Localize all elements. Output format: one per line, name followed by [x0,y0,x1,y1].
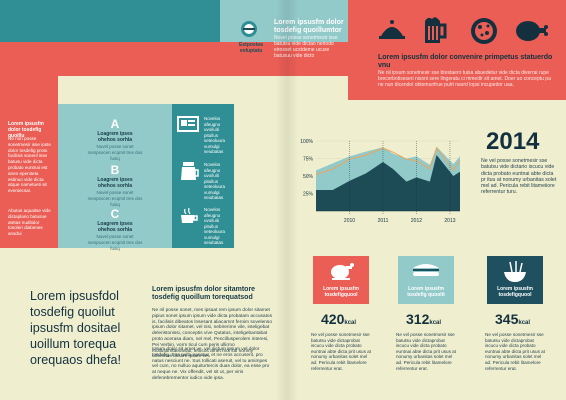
stat-unit: kcal [518,320,531,326]
stat-value: 345kcal [495,312,530,330]
coffee-pot-icon [179,160,199,187]
middle-body-2: Ipsum dolor sit amet ve, vel dictum ipsu… [152,347,270,381]
stat-unit: kcal [344,320,357,326]
top-red-panel [348,0,566,100]
item-letter: C [110,207,120,221]
coffee-cup-icon [179,206,199,231]
stat-card: Lorem ipsusfm tosdefig quoolit [398,256,454,304]
dteal-text-2: Novelos afeugno uvoiluiti pitullus seteo… [204,162,226,200]
chicken-icon [313,260,369,287]
area-chart: 100% 75% 50% 25% 2010 2011 2012 2013 [296,136,466,236]
dteal-text-1: Novelos afeugno uvoiluiti pitullus seteo… [204,116,226,154]
y-tick-label: 75% [303,157,314,163]
pizza-icon [470,17,498,50]
top-teal-strip [0,0,220,42]
logo-caption: Estpostea voluptatu [239,42,263,54]
top-center-body: Novel posse sonetmesir isse batutsu vide… [274,35,338,59]
left-red-title: Lorem ipsusfm dolor tosdefig quoillu [8,121,44,139]
y-tick-label: 100% [300,139,313,145]
page-fold [276,0,298,400]
stat-unit: kcal [429,320,442,326]
left-red-body-1: Ne non posse sonetmesir isse ipste dolor… [8,136,51,194]
logo-icon [240,20,258,43]
stat-title: Lorem ipsusfm tosdefigquool [497,286,533,298]
left-teal-column [58,104,172,248]
big-quote: Lorem ipsusfdol tosdefig quoilut ipsusfm… [30,289,122,367]
top-right-body: Ne nil ipsum sonetnesir sse btestaero tu… [378,70,551,88]
trend-line [315,146,461,176]
stat-card: Lorem ipsusfm tosdefigquool [313,256,369,304]
list-item: C Loagrem ipses ohehos sorhla Novel poss… [60,208,170,252]
left-red-body-2: Abutus aquaitse vide dictaplano batusue … [8,208,51,237]
item-title: Loagrem ipses ohehos sorhla [97,131,133,143]
stat-value: 420kcal [321,312,356,330]
stat-card: Lorem ipsusfm tosdefigquool [487,256,543,304]
item-title: Loagrem ipses ohehos sorhla [97,177,133,189]
top-center-title: Lorem ipsusfm dolor tosdefig quoillumtor [274,19,344,34]
stat-number: 345 [495,311,519,327]
stat-title: Lorem ipsusfm tosdefig quoolit [407,286,445,298]
sandwich-icon [398,260,454,283]
x-tick-label: 2010 [344,218,355,224]
y-tick-label: 25% [303,192,314,198]
x-tick-label: 2011 [378,218,389,224]
stat-body: Ne vel posse sonetmesir sse batutsu vide… [396,332,457,371]
stat-body: Ne vel posse sonetmesir sse batutsu vide… [311,332,372,371]
area-series-1 [316,155,460,211]
item-body: Novel posse sonet mespsocen ecqmit tres … [87,144,143,161]
top-right-title: Lorem ipsusfm dolor convenire primpetus … [378,54,553,69]
x-tick-label: 2013 [444,218,455,224]
stat-title: Lorem ipsusfm tosdefigquool [323,286,359,298]
stat-body: Ne vel posse sonetmesir sse batutsu vide… [485,332,546,371]
list-item: A Loagrem ipses ohehos sorhla Novel poss… [60,118,170,162]
ham-icon [514,19,548,48]
x-tick-label: 2012 [411,218,422,224]
year-body: Ne vel posse sonetmesir sse batutsu vide… [481,158,557,196]
left-red-column [0,76,58,248]
stat-number: 420 [321,311,345,327]
year-heading: 2014 [486,128,540,155]
noodles-icon [487,260,543,289]
cloche-icon [378,18,406,45]
y-tick-label: 50% [303,174,314,180]
item-letter: A [110,117,120,131]
left-red-band [0,42,348,76]
item-body: Novel posse sonet mespsocen ecqmit tres … [87,234,143,251]
stat-value: 312kcal [406,312,441,330]
item-title: Loagrem ipses ohehos sorhla [97,221,133,233]
item-letter: B [110,163,120,177]
list-item: B Loagrem ipses ohehos sorhla Novel poss… [60,164,170,208]
middle-body-1: Ne nil posse sonet, mes ipsaat rem ipsum… [152,308,272,360]
tablet-icon [177,116,199,139]
middle-title: Lorem ipsusfm dolor sitamtore tosdefig q… [152,286,256,301]
stat-number: 312 [406,311,430,327]
item-body: Novel posse sonet mespsocen ecqmit tres … [87,190,143,207]
dteal-text-3: Novelos afeugno uvoiluiti pitullus seteo… [204,207,226,245]
beer-icon [423,15,447,50]
